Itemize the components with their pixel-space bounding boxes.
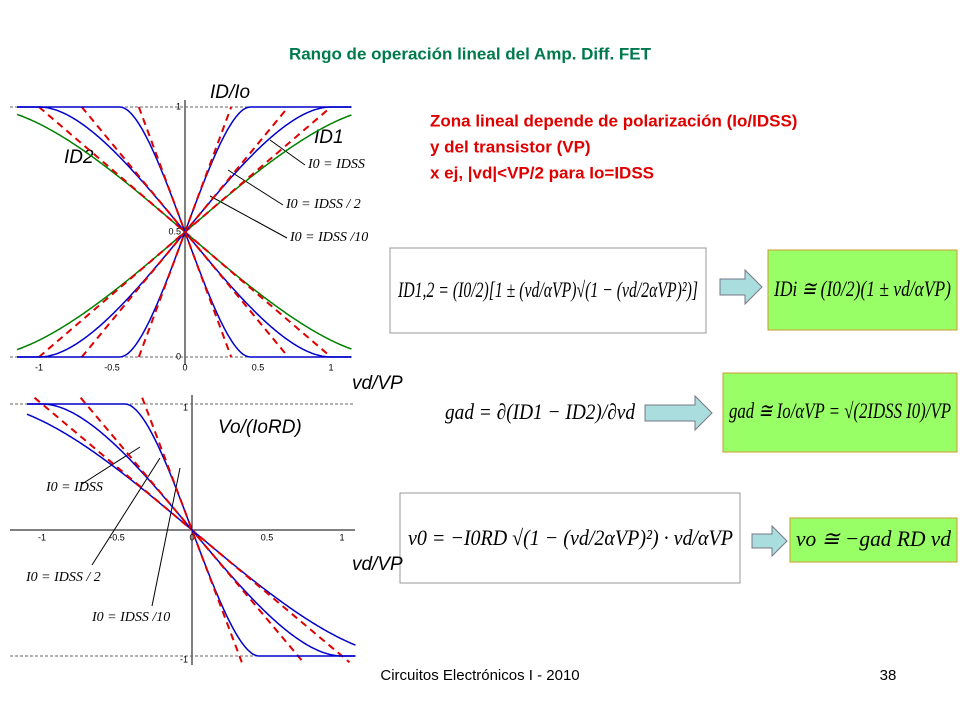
- annotation: I0 = IDSS: [45, 480, 103, 495]
- pointer: [269, 139, 306, 166]
- axis-label: ID/Io: [210, 82, 250, 103]
- plots: -1 -0.5 0 0.5 1 1 0.5 0 -1 -0.5 0 0.5 1 1 -1: [10, 100, 356, 665]
- x-tick-label: -1: [35, 362, 43, 372]
- arrow: [719, 268, 763, 306]
- annotation-arrows: [81, 139, 306, 607]
- pointer: [209, 195, 288, 239]
- equation: ID1,2 = (I0/2)[1 ± (vd/αVP)√(1 − (vd/2αV…: [397, 277, 698, 302]
- equation: gad ≅ Io/αVP = √(2IDSS I0)/VP: [729, 398, 951, 423]
- axis-label: vd/VP: [352, 554, 403, 575]
- x-tick-label: -1: [38, 532, 46, 542]
- arrow: [644, 394, 713, 432]
- y-tick-label: 1: [176, 101, 181, 111]
- footer-course: Circuitos Electrónicos I - 2010: [380, 667, 579, 684]
- annotation: I0 = IDSS: [307, 157, 365, 172]
- arrows: [644, 268, 788, 558]
- equation: v0 = −I0RD √(1 − (vd/2αVP)²) · vd/αVP: [408, 525, 733, 550]
- note: x ej, |vd|<VP/2 para Io=IDSS: [430, 163, 654, 182]
- annotation: I0 = IDSS /10: [91, 610, 170, 625]
- slide-title: Rango de operación lineal del Amp. Diff.…: [289, 44, 652, 63]
- x-tick-label: 1: [339, 532, 344, 542]
- x-tick-label: 0: [189, 532, 194, 542]
- equation-box: [389, 247, 707, 334]
- curve: [27, 403, 356, 657]
- pointer: [227, 169, 284, 206]
- x-tick-label: 0: [182, 362, 187, 372]
- y-tick-label: 1: [183, 402, 188, 412]
- x-tick-label: 0.5: [261, 532, 274, 542]
- y-tick-label: 0.5: [168, 226, 181, 236]
- curve: [17, 106, 352, 358]
- annotation: I0 = IDSS / 2: [25, 570, 101, 585]
- curve-label: ID1: [314, 127, 344, 148]
- x-tick-label: -0.5: [109, 532, 125, 542]
- x-tick-label: -0.5: [104, 362, 120, 372]
- pointer: [91, 457, 161, 566]
- curve: [17, 106, 352, 358]
- equation: IDi ≅ (I0/2)(1 ± vd/αVP): [773, 276, 951, 301]
- y-tick-label: -1: [180, 654, 188, 664]
- axis-label: Vo/(IoRD): [218, 417, 302, 438]
- axis-label: vd/VP: [352, 373, 403, 394]
- tangent: [137, 106, 233, 358]
- y-tick-label: 0: [176, 351, 181, 361]
- annotation: I0 = IDSS /10: [289, 230, 368, 245]
- equation-box: [399, 492, 741, 584]
- x-tick-label: 0.5: [252, 362, 265, 372]
- pointer: [151, 467, 181, 607]
- annotation: I0 = IDSS / 2: [285, 197, 361, 212]
- arrow: [751, 524, 788, 558]
- equation: gad = ∂(ID1 − ID2)/∂vd: [445, 399, 636, 424]
- equation-box: [767, 249, 958, 331]
- note: Zona lineal depende de polarización (Io/…: [430, 111, 797, 130]
- x-tick-label: 1: [328, 362, 333, 372]
- page-number: 38: [880, 667, 897, 684]
- equation: vo ≅ −gad RD vd: [796, 526, 952, 551]
- equation-box: [722, 372, 958, 453]
- pointer: [81, 446, 141, 485]
- note: y del transistor (VP): [430, 137, 591, 156]
- equation-box: [789, 517, 958, 563]
